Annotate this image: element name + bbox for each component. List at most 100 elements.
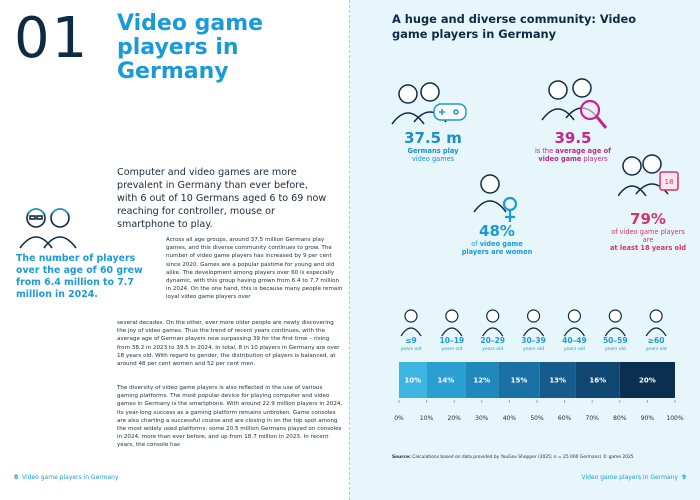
icon-head [649,309,663,323]
icon-head [445,309,459,323]
stat-value: 79% [630,210,666,228]
age-icon [541,78,608,129]
age-group-unit: years old [605,346,626,352]
age-group-label: 50–59 [603,336,628,345]
stat-text: Germans play video games [398,147,468,163]
icon-head [526,309,541,323]
icon-head [608,309,622,323]
stat-value: 39.5 [554,129,592,147]
source: Source: Calculations based on data provi… [392,455,634,460]
body-paragraph: The diversity of video game players is a… [117,385,343,449]
x-tick-label: 60% [558,415,572,422]
stat-value: 48% [479,222,515,240]
stat-text-bold: Germans play [407,147,459,155]
x-tick-label: 90% [641,415,655,422]
adults-icon: 18 [618,154,679,197]
stat-text: is the average age of video game players [528,147,618,163]
age-group-unit: years old [400,346,421,352]
stat-text-normal: of video game players are [611,228,685,244]
icon-head [567,309,582,323]
stat-value: 37.5 m [404,129,462,147]
segment-label: 13% [549,377,566,385]
bar-segment [399,362,427,398]
age-group-unit: years old [523,346,544,352]
svg-text:18: 18 [665,178,674,186]
fold-line [349,0,350,500]
footer-right: Video game players in Germany 9 [580,474,686,481]
bar-segment [426,362,466,398]
age-group-label: 20–29 [480,336,505,345]
icon-head [486,309,500,323]
x-tick-label: 50% [530,415,544,422]
x-tick-label: 100% [666,415,683,422]
age-group-icon [400,309,422,337]
body-column-bottom: several decades. On the other, ever more… [117,320,340,368]
age-group-icon [482,309,504,337]
footer-text: Video game players in Germany [581,474,678,481]
bar-segment [575,362,620,398]
segment-label: 10% [404,377,421,385]
footer-text: Video game players in Germany [22,474,119,481]
stat-text-normal: video games [411,155,455,163]
source-label: Source: [392,455,411,460]
icon-body [563,327,585,337]
stat-text-normal: is the [534,147,554,155]
intro: Computer and video games are more preval… [117,167,327,230]
age-group-icon [645,309,667,337]
x-tick-label: 80% [613,415,627,422]
age-group-icon [441,309,463,337]
segment-label: 20% [639,377,656,385]
bar-segment [465,362,499,398]
stat-text: of video game players are women [460,240,534,256]
age-group-label: ≤9 [405,336,417,345]
stat-women: 48% of video game players are women [460,222,534,256]
segment-label: 14% [438,377,455,385]
age-group-icon [563,309,585,337]
icon-body [604,327,626,337]
bar-segment [498,362,540,398]
page-number: 9 [681,474,686,481]
segment-label: 15% [511,377,528,385]
icon-body [482,327,504,337]
icon-body [523,327,545,337]
x-tick-label: 10% [420,415,434,422]
stat-text-normal: players [583,155,608,163]
age-group-unit: years old [441,346,462,352]
x-tick-label: 30% [475,415,489,422]
x-tick-label: 40% [503,415,517,422]
icon-head [404,309,418,323]
page-title: Video game players in Germany [117,11,264,84]
x-tick-label: 20% [448,415,462,422]
age-group-label: 30–39 [521,336,546,345]
segment-label: 16% [589,377,606,385]
age-group-icon [523,309,545,337]
footer-left: 8 Video game players in Germany [14,474,119,481]
x-tick-label: 0% [394,415,404,422]
x-tick-label: 70% [586,415,600,422]
page-number: 8 [14,474,19,481]
age-group-icon [604,309,626,337]
age-group-label: 40–49 [562,336,587,345]
infographic-title: A huge and diverse community: Video game… [392,12,637,41]
icon-body [400,327,422,337]
age-group-unit: years old [482,346,503,352]
segment-label: 12% [473,377,490,385]
source-text: Calculations based on data provided by Y… [412,455,634,460]
age-group-unit: years old [564,346,585,352]
age-group-label: ≥60 [648,336,665,345]
stat-adults: 79% of video game players are at least 18… [608,210,688,252]
stat-text-bold: video game players are women [461,240,533,256]
age-group-label: 10–19 [440,336,465,345]
callout: The number of players over the age of 60… [16,253,143,300]
stat-age: 39.5 is the average age of video game pl… [528,129,618,163]
women-icon [473,174,518,222]
stat-players: 37.5 m Germans play video games [398,129,468,163]
icon-body [441,327,463,337]
bar-segment [539,362,576,398]
age-group-unit: years old [646,346,667,352]
chapter-number: 01 [14,6,90,71]
body-column-top: Across all age groups, around 37.5 milli… [166,237,343,301]
stat-text: of video game players are at least 18 yea… [608,228,688,252]
stat-text-bold: average age of video game [538,147,612,163]
